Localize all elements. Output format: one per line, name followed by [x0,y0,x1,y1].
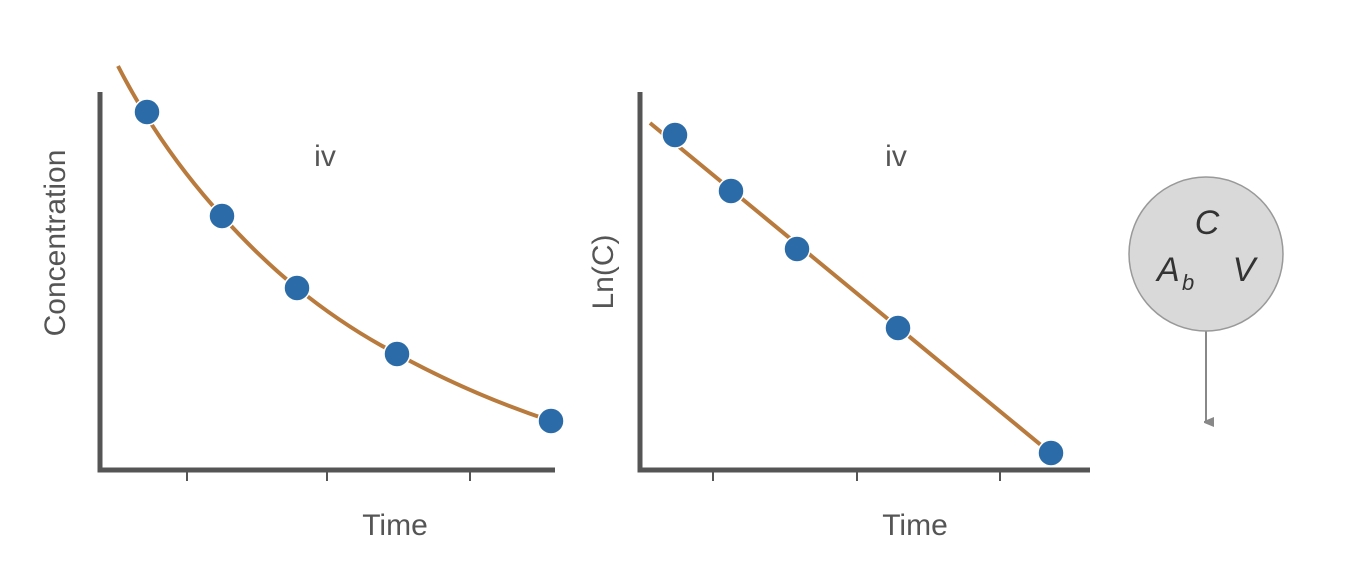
axes [97,92,555,473]
x-axis-label: Time [882,509,948,542]
data-point [717,177,745,205]
data-point [884,314,912,342]
data-point [1037,439,1065,467]
compartment: C A b V [1128,176,1284,422]
panel-title: iv [314,140,336,173]
data-point [537,407,565,435]
y-axis-label: Concentration [39,150,72,337]
decay-curve [116,65,552,423]
data-point [383,340,411,368]
y-axis-label: Ln(C) [587,234,620,309]
panel-title: iv [885,140,907,173]
x-axis-label: Time [362,509,428,542]
log-line [648,121,1055,457]
data-point [133,98,161,126]
log-panel: iv Time Ln(C) [587,92,1090,542]
data-point [783,235,811,263]
concentration-panel: iv Time Concentration [39,65,565,542]
amount-subscript: b [1182,270,1194,295]
data-point [208,202,236,230]
compartment-circle [1128,176,1284,332]
data-point [283,274,311,302]
concentration-symbol: C [1195,204,1220,242]
axes [637,92,1090,473]
amount-symbol: A [1155,251,1180,289]
data-point [661,121,689,149]
volume-symbol: V [1233,251,1259,289]
